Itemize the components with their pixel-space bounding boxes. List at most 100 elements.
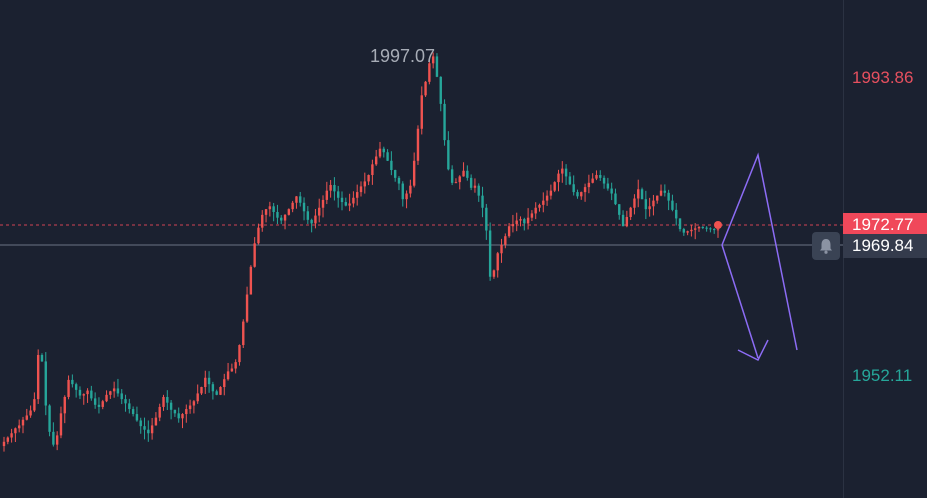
candle-body [36,355,40,400]
candle-body [500,244,503,254]
candle-body [348,203,351,206]
candle-body [162,396,165,407]
candle-body [386,152,389,161]
candle-body [507,226,511,237]
candle-body [690,229,693,232]
candle-body [192,401,196,406]
candle-body [276,212,279,218]
candle-body [473,185,477,188]
candle-body [185,409,188,415]
candle-body [545,195,549,201]
candle-body [409,185,412,194]
candle-body [587,182,591,188]
candle-body [644,199,648,210]
candle-body [359,186,363,193]
candle-body [120,393,123,400]
candle-body [716,229,720,231]
candle-body [268,206,272,210]
candle-body [682,229,686,233]
candle-body [93,398,97,405]
candle-body [226,371,230,380]
candle-body [2,441,6,447]
candle-body [78,389,82,396]
candle-body [705,227,708,229]
arrow-head-down[interactable] [737,339,769,362]
candle-body [112,388,116,392]
candle-body [340,197,344,203]
candle-body [709,228,712,230]
candle-body [443,103,446,141]
candle-body [637,189,640,199]
candle-body [416,128,420,161]
candle-body [207,377,211,385]
candle-body [196,393,199,402]
candle-body [618,204,621,215]
candle-body [14,428,17,434]
candle-body [154,417,158,426]
candle-body [678,218,682,230]
candle-body [374,156,378,165]
arrow-path-down[interactable] [721,244,759,359]
candle-body [109,391,112,395]
candle-body [610,188,613,194]
candle-body [428,63,431,82]
candle-body [302,202,306,212]
candle-body [6,437,9,442]
current-price-tag: 1972.77 [843,213,927,237]
candle-body [356,192,359,198]
crosshair-price-tag: 1969.84 [843,234,927,258]
candle-body [424,81,427,96]
candle-body [223,379,226,388]
candle-body [105,394,108,402]
candle-body [450,169,454,183]
drawn-arrows[interactable] [721,152,798,362]
candle-body [458,176,461,183]
candle-body [200,387,203,394]
candle-body [230,368,234,372]
candle-body [17,425,21,429]
candle-body [48,405,51,432]
candle-body [337,191,340,198]
candle-body [454,182,458,184]
candle-body [333,184,336,192]
candle-body [253,243,256,267]
candle-body [713,229,716,231]
candle-body [602,177,606,184]
bell-icon [820,239,832,254]
candle-body [591,178,594,183]
candle-body [553,182,556,191]
candle-body [390,160,393,171]
candle-body [21,419,25,426]
candle-body [371,164,374,176]
last-price-dot [714,221,722,229]
candle-body [173,409,177,414]
candle-body [280,217,283,221]
candle-body [29,410,32,416]
candle-body [477,185,480,196]
candle-body [63,396,66,414]
candle-body [557,173,560,183]
candle-body [181,414,184,419]
arrow-path-left[interactable] [721,152,798,351]
candle-body [352,197,355,204]
candle-body [363,181,366,187]
candle-body [599,175,602,178]
candle-body [204,377,207,388]
candle-body [261,214,264,228]
candle-body [492,270,496,277]
candle-body [295,196,298,203]
candle-body [382,148,385,153]
candle-body [378,148,382,157]
candle-body [701,226,705,228]
candle-body [515,220,518,225]
candle-body [686,231,689,233]
candle-body [523,219,526,224]
candles-group [2,52,720,452]
candle-body [481,195,484,208]
alert-button[interactable] [812,232,840,260]
candle-body [299,196,302,203]
candle-body [542,200,545,205]
candle-body [306,211,310,220]
candle-body [606,183,610,189]
